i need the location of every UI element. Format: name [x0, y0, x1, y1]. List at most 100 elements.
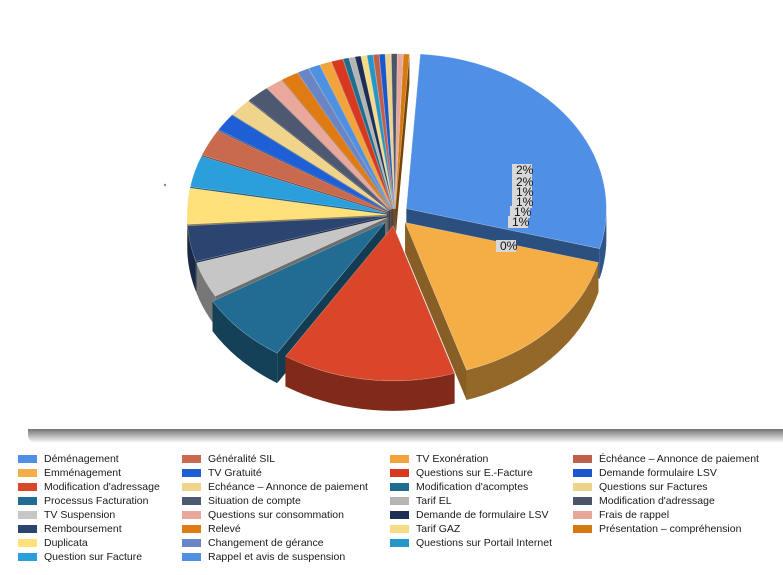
legend-item: Relevé: [182, 522, 368, 536]
data-label: 0%: [500, 239, 518, 253]
pie-slice-3: [284, 225, 455, 382]
legend-swatch: [182, 511, 201, 519]
legend-item: TV Exonération: [390, 452, 552, 466]
legend-label: Présentation – compréhension: [599, 523, 742, 535]
pie-chart: 2%2%1%1%1%1%0%: [163, 53, 607, 411]
legend-item: Tarif GAZ: [390, 522, 552, 536]
legend-item: Duplicata: [18, 536, 160, 550]
legend-label: Emménagement: [44, 467, 122, 479]
legend-item: Rappel et avis de suspension: [182, 550, 368, 564]
legend-item: Processus Facturation: [18, 494, 160, 508]
data-label-background: [496, 240, 516, 252]
legend-swatch: [182, 497, 201, 505]
stray-dot: [163, 183, 167, 187]
legend-swatch: [573, 525, 592, 533]
legend-item: TV Gratuité: [182, 466, 368, 480]
data-label: 1%: [516, 195, 534, 209]
legend-swatch: [390, 525, 409, 533]
pie-slice-25: [378, 53, 395, 209]
data-label-background: [508, 216, 528, 228]
legend-swatch: [390, 455, 409, 463]
pie-slice-side: [405, 222, 467, 401]
pie-slice-11: [232, 100, 390, 212]
legend-label: Échéance – Annonce de paiement: [599, 453, 759, 465]
legend-label: Généralité SIL: [208, 453, 276, 465]
legend-swatch: [18, 525, 37, 533]
legend-item: Questions sur E.-Facture: [390, 466, 552, 480]
pie-slice-21: [354, 55, 394, 209]
legend-item: Remboursement: [18, 522, 160, 536]
legend-column: Déménagement Emménagement Modification d'a…: [18, 452, 160, 564]
legend-swatch: [390, 497, 409, 505]
legend-swatch: [182, 539, 201, 547]
legend-label: Questions sur Factures: [599, 481, 708, 493]
pie-slice-29: [395, 53, 410, 209]
legend-label: TV Gratuité: [208, 467, 262, 479]
pie-slice-15: [297, 68, 392, 210]
legend-label: Modification d'acomptes: [416, 481, 529, 493]
pie-slice-20: [348, 56, 394, 209]
pie-slice-16: [308, 64, 393, 210]
legend-label: Remboursement: [44, 523, 122, 535]
pie-slice-7: [186, 187, 388, 225]
pie-slice-27: [391, 53, 398, 209]
pie-slice-10: [217, 114, 389, 212]
legend-swatch: [573, 497, 592, 505]
data-label-group: 2%2%1%1%1%1%0%: [496, 163, 534, 253]
legend-label: TV Exonération: [416, 453, 489, 465]
data-label: 1%: [516, 185, 534, 199]
legend-item: Modification d'adressage: [573, 494, 759, 508]
legend-item: Changement de gérance: [182, 536, 368, 550]
legend-swatch: [182, 525, 201, 533]
legend-swatch: [18, 497, 37, 505]
pie-slice-side: [395, 54, 410, 239]
pie-slice-rim: [599, 208, 607, 279]
legend-item: Question sur Facture: [18, 550, 160, 564]
legend-label: Déménagement: [44, 453, 119, 465]
legend-swatch: [182, 483, 201, 491]
legend-item: Demande formulaire LSV: [573, 466, 759, 480]
pie-slice-4: [212, 222, 386, 354]
legend-label: Modification d'adressage: [44, 481, 160, 493]
legend-item: Présentation – compréhension: [573, 522, 759, 536]
legend-label: Modification d'adressage: [599, 495, 715, 507]
legend-label: Questions sur Portail Internet: [416, 537, 552, 549]
legend-label: Duplicata: [44, 537, 88, 549]
legend-label: Processus Facturation: [44, 495, 149, 507]
legend-item: Questions sur Portail Internet: [390, 536, 552, 550]
legend-item: Déménagement: [18, 452, 160, 466]
legend-swatch: [573, 469, 592, 477]
pie-slice-rim: [466, 262, 599, 401]
legend-swatch: [573, 455, 592, 463]
pie-slice-19: [342, 57, 394, 210]
pie-slice-6: [187, 215, 388, 262]
legend-swatch: [182, 455, 201, 463]
pie-slice-17: [319, 61, 393, 210]
legend-item: Modification d'acomptes: [390, 480, 552, 494]
legend-item: Modification d'adressage: [18, 480, 160, 494]
legend-label: Demande de formulaire LSV: [416, 509, 549, 521]
pie-slice-14: [281, 72, 392, 210]
legend-item: TV Suspension: [18, 508, 160, 522]
legend-swatch: [573, 511, 592, 519]
legend-shadow: [28, 429, 783, 443]
pie-slice-22: [360, 54, 395, 209]
pie-chart-area: 2% 2% 1% 1% 1% 1% 0%: [163, 53, 607, 411]
legend-item: Questions sur consommation: [182, 508, 368, 522]
pie-slice-rim: [196, 262, 216, 327]
pie-slice-12: [248, 87, 390, 211]
legend-item: Échéance – Annonce de paiement: [573, 452, 759, 466]
legend-label: Rappel et avis de suspension: [208, 551, 346, 563]
legend-label: TV Suspension: [44, 509, 116, 521]
pie-slice-5: [196, 217, 388, 297]
data-label-background: [512, 186, 532, 198]
data-label-background: [512, 196, 532, 208]
legend-item: Demande de formulaire LSV: [390, 508, 552, 522]
legend-label: Echéance – Annonce de paiement: [208, 481, 368, 493]
pie-slice-26: [384, 53, 396, 209]
pie-slice-28: [394, 53, 404, 209]
legend-item: Situation de compte: [182, 494, 368, 508]
data-label-background: [510, 206, 530, 218]
legend-swatch: [18, 469, 37, 477]
pie-slice-rim: [285, 356, 455, 411]
